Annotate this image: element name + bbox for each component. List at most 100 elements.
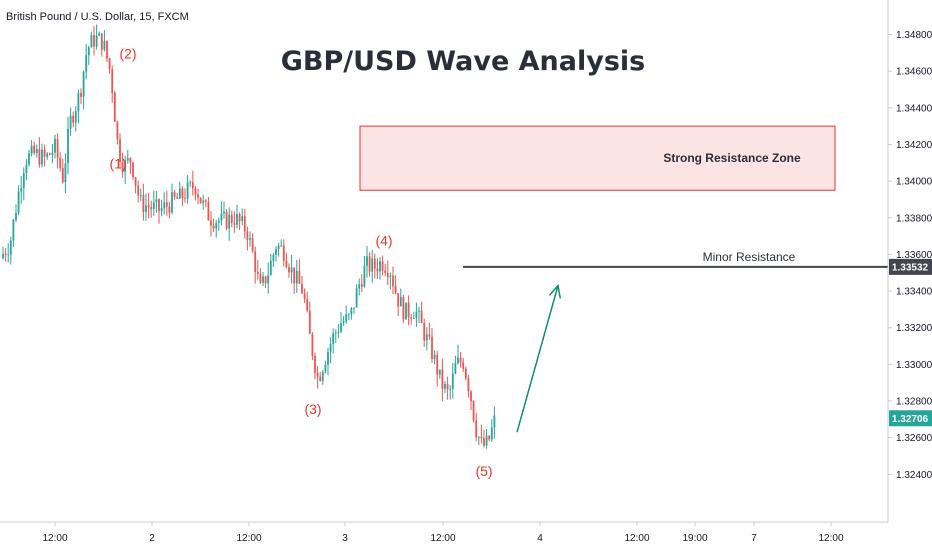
candle-body <box>74 111 77 123</box>
candle-body <box>342 321 345 324</box>
candle-body <box>163 202 166 209</box>
price-tick-label: 1.32400 <box>896 470 932 481</box>
candle-body <box>282 245 285 261</box>
price-axis[interactable]: 1.34800 1.34600 1.34400 1.34200 1.34000 1.338… <box>887 0 932 522</box>
candle-body <box>381 261 384 271</box>
candle-body <box>137 185 140 196</box>
candle-body <box>165 202 168 207</box>
candle-body <box>490 427 493 440</box>
strong-resistance-zone[interactable] <box>359 125 836 191</box>
candle <box>56 133 59 169</box>
candle <box>119 133 121 168</box>
candle <box>472 400 475 423</box>
time-axis[interactable]: 12:00 2 12:00 3 12:00 4 12:00 19:00 7 12:00 <box>0 521 888 544</box>
candle-body <box>98 33 101 36</box>
candle-body <box>472 401 475 421</box>
candle-body <box>246 231 249 240</box>
candle-body <box>329 343 332 352</box>
candle <box>451 362 454 399</box>
candle-body <box>173 192 176 198</box>
candle-body <box>233 223 236 225</box>
wave-labels: (1) (2) (3) (4) (5) <box>109 45 492 479</box>
candle-body <box>48 153 51 155</box>
candle <box>420 301 423 324</box>
candle <box>171 183 173 215</box>
time-tick-label: 3 <box>342 533 348 544</box>
candle-body <box>407 302 410 318</box>
candle <box>217 217 220 231</box>
candle <box>126 149 129 164</box>
candle <box>327 347 329 376</box>
candle-body <box>22 173 25 189</box>
candle-body <box>111 69 114 93</box>
candle <box>319 371 322 382</box>
candle <box>132 161 134 180</box>
candle <box>431 328 433 364</box>
candle <box>181 186 184 207</box>
candle-body <box>446 383 449 390</box>
candle-body <box>418 310 420 312</box>
candle-body <box>368 256 371 272</box>
candle <box>288 263 290 278</box>
candle <box>282 239 285 267</box>
candle-body <box>87 47 90 56</box>
candle <box>373 253 376 279</box>
candle-body <box>272 254 275 261</box>
candle <box>145 193 147 221</box>
candle <box>230 210 233 228</box>
candle <box>342 315 345 326</box>
candle-body <box>108 58 111 70</box>
candle-body <box>363 265 366 287</box>
candle-body <box>160 208 163 212</box>
candle <box>30 139 33 157</box>
candle <box>389 272 392 290</box>
candle <box>17 185 20 216</box>
candle <box>103 30 106 52</box>
price-tick-label: 1.34400 <box>896 103 932 114</box>
candle-body <box>2 253 4 259</box>
price-tick-label: 1.33600 <box>896 250 932 261</box>
candle <box>189 179 192 188</box>
candle-body <box>355 288 358 308</box>
candle-body <box>493 415 496 428</box>
candle-body <box>230 214 233 224</box>
time-tick-label: 4 <box>537 533 543 544</box>
candle-body <box>392 275 394 287</box>
candle <box>108 57 111 74</box>
candle <box>51 144 54 164</box>
candle <box>184 188 186 203</box>
candle <box>254 246 257 284</box>
candle-body <box>207 201 210 221</box>
candle-body <box>25 164 28 174</box>
candle <box>90 31 93 48</box>
candle-body <box>194 188 197 195</box>
candle <box>165 190 168 216</box>
wave-label: (5) <box>475 463 492 479</box>
candle <box>74 106 77 132</box>
candle-body <box>293 267 296 284</box>
candle-body <box>210 220 212 226</box>
candle-body <box>228 214 231 229</box>
candle-body <box>324 364 327 372</box>
wave-label: (3) <box>304 401 321 417</box>
candle <box>457 344 459 365</box>
candle <box>280 239 283 247</box>
candle-body <box>347 314 350 316</box>
candle <box>243 209 246 239</box>
candle <box>87 45 90 66</box>
candle <box>301 275 303 295</box>
candle <box>402 294 405 324</box>
candle <box>306 291 309 313</box>
candle-body <box>145 205 147 213</box>
projection-arrow[interactable] <box>516 283 562 433</box>
candle <box>12 219 15 247</box>
candle <box>41 143 43 168</box>
candle <box>483 430 485 448</box>
candle-body <box>64 163 67 183</box>
arrow-head <box>548 283 562 299</box>
candle <box>152 190 155 216</box>
candle <box>308 301 311 334</box>
candle <box>223 201 225 219</box>
candle-body <box>217 220 220 223</box>
